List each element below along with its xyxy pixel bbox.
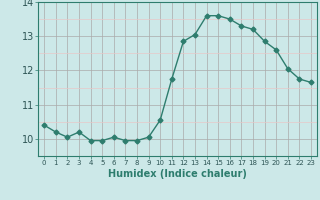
X-axis label: Humidex (Indice chaleur): Humidex (Indice chaleur) (108, 169, 247, 179)
